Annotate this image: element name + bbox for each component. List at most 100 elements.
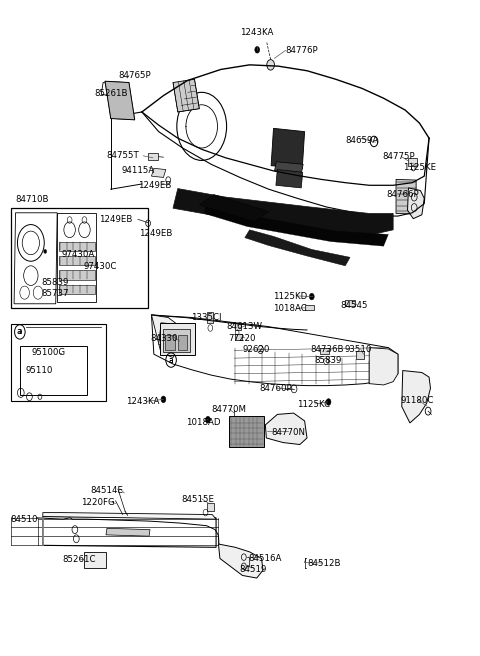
Polygon shape xyxy=(173,79,199,112)
Bar xyxy=(84,552,106,568)
Bar xyxy=(59,256,95,265)
Circle shape xyxy=(326,399,331,405)
Bar xyxy=(178,335,187,350)
Bar xyxy=(59,270,95,279)
Text: 97430A: 97430A xyxy=(62,249,95,258)
Bar xyxy=(11,324,106,401)
Bar xyxy=(20,346,87,395)
Text: 1243KA: 1243KA xyxy=(126,398,159,407)
Circle shape xyxy=(255,47,260,53)
Bar xyxy=(305,305,314,310)
Text: 84770N: 84770N xyxy=(271,428,305,437)
Bar xyxy=(235,334,242,340)
Text: 84519: 84519 xyxy=(239,565,266,574)
Text: 85839: 85839 xyxy=(41,277,69,287)
Polygon shape xyxy=(396,179,416,214)
Text: 84516A: 84516A xyxy=(249,554,282,563)
Text: a: a xyxy=(16,327,21,337)
Text: 1125KE: 1125KE xyxy=(403,163,436,172)
Text: 1249EB: 1249EB xyxy=(140,228,173,237)
Text: a: a xyxy=(168,356,173,365)
Text: 94115A: 94115A xyxy=(121,167,155,175)
Text: 1220FG: 1220FG xyxy=(81,498,115,506)
Text: 85737: 85737 xyxy=(41,289,69,298)
Bar xyxy=(148,154,157,160)
Bar xyxy=(321,348,329,354)
Text: 84510: 84510 xyxy=(10,516,38,524)
Polygon shape xyxy=(275,162,303,173)
Polygon shape xyxy=(105,81,135,120)
Polygon shape xyxy=(408,188,424,218)
Bar xyxy=(159,323,195,356)
Bar xyxy=(356,351,364,359)
Text: 84736B: 84736B xyxy=(311,345,344,354)
Text: 85839: 85839 xyxy=(314,356,342,365)
Text: 91180C: 91180C xyxy=(400,396,434,405)
Text: 77220: 77220 xyxy=(228,334,255,343)
Polygon shape xyxy=(199,194,269,222)
Polygon shape xyxy=(204,202,388,246)
Text: 92620: 92620 xyxy=(243,345,270,354)
Text: 84776P: 84776P xyxy=(286,46,318,55)
Text: 84659A: 84659A xyxy=(345,136,379,144)
Text: 93510: 93510 xyxy=(344,345,372,354)
Polygon shape xyxy=(265,413,307,445)
Polygon shape xyxy=(369,348,398,385)
Polygon shape xyxy=(173,188,393,236)
Text: 84765P: 84765P xyxy=(118,71,151,80)
Circle shape xyxy=(205,417,210,423)
Polygon shape xyxy=(218,544,263,578)
Text: 1018AD: 1018AD xyxy=(186,418,221,427)
Text: 1125KC: 1125KC xyxy=(298,400,331,409)
Bar xyxy=(59,241,95,251)
Bar xyxy=(11,208,148,308)
Text: 85261C: 85261C xyxy=(62,555,96,564)
Text: 85261B: 85261B xyxy=(94,89,128,98)
Text: 1335CJ: 1335CJ xyxy=(191,313,222,322)
Polygon shape xyxy=(43,512,216,519)
Text: 1249EB: 1249EB xyxy=(138,181,171,190)
Text: 84770M: 84770M xyxy=(211,405,246,415)
Text: 84512B: 84512B xyxy=(307,559,340,568)
Text: a: a xyxy=(17,327,22,337)
Bar xyxy=(207,312,213,323)
Text: 1125KD: 1125KD xyxy=(273,292,307,301)
Text: 1243KA: 1243KA xyxy=(240,28,274,37)
Text: 95110: 95110 xyxy=(25,366,53,375)
Bar xyxy=(229,416,264,447)
Text: 84330: 84330 xyxy=(150,334,178,343)
Text: 1018AC: 1018AC xyxy=(273,304,306,313)
Text: 1249EB: 1249EB xyxy=(99,215,132,224)
Bar xyxy=(345,300,355,306)
Text: 84766P: 84766P xyxy=(386,190,419,199)
Polygon shape xyxy=(271,129,305,169)
Text: 84545: 84545 xyxy=(340,300,368,310)
Text: 84755T: 84755T xyxy=(106,152,139,160)
Bar xyxy=(235,323,241,330)
Circle shape xyxy=(267,60,275,70)
Polygon shape xyxy=(245,230,350,266)
Text: a: a xyxy=(168,356,173,365)
Circle shape xyxy=(310,293,314,300)
Bar xyxy=(163,329,190,352)
Text: 84514E: 84514E xyxy=(91,486,124,495)
Bar xyxy=(408,158,417,166)
Text: 95100G: 95100G xyxy=(32,348,66,358)
Circle shape xyxy=(161,396,166,403)
Text: 84515E: 84515E xyxy=(181,495,215,504)
Text: 84775P: 84775P xyxy=(383,152,415,161)
Bar xyxy=(207,503,214,511)
Bar xyxy=(59,285,95,294)
Text: 97430C: 97430C xyxy=(83,262,116,271)
Polygon shape xyxy=(158,323,175,346)
Circle shape xyxy=(44,249,47,253)
Polygon shape xyxy=(276,170,303,188)
Text: 84613W: 84613W xyxy=(227,322,263,331)
Bar xyxy=(165,335,175,350)
Text: 84760P: 84760P xyxy=(259,384,292,394)
Polygon shape xyxy=(402,371,431,423)
Polygon shape xyxy=(152,315,182,358)
Polygon shape xyxy=(152,169,166,177)
Polygon shape xyxy=(106,528,150,536)
Text: 84710B: 84710B xyxy=(15,195,48,203)
